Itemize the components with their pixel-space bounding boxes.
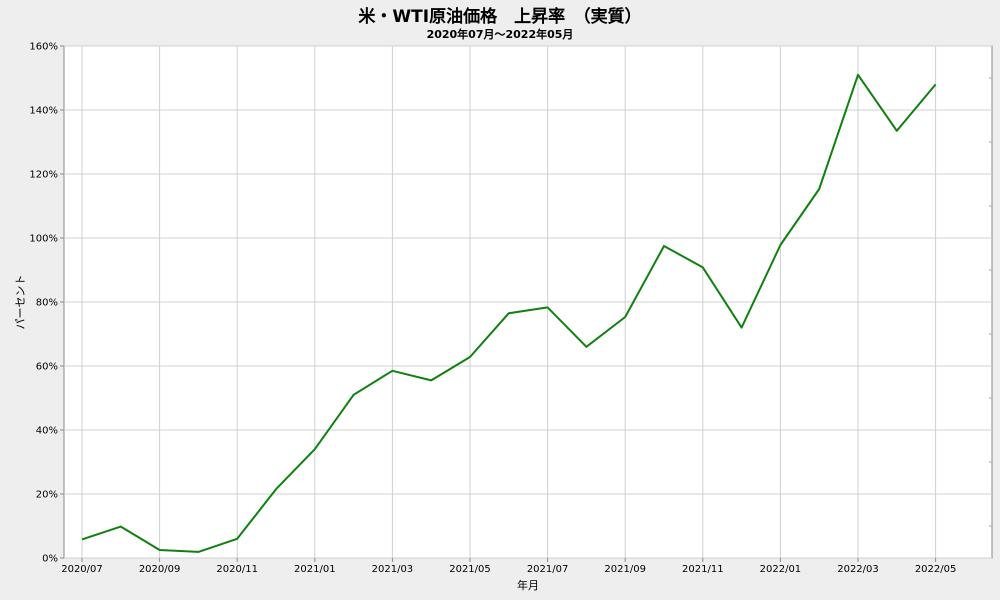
- x-tick-label: 2022/03: [837, 564, 879, 575]
- x-tick-label: 2022/05: [915, 564, 957, 575]
- y-tick-label: 80%: [36, 298, 58, 309]
- x-tick-label: 2021/05: [449, 564, 491, 575]
- x-tick-label: 2021/09: [604, 564, 646, 575]
- x-tick-label: 2020/09: [139, 564, 181, 575]
- x-tick-label: 2020/11: [216, 564, 258, 575]
- x-tick-label: 2022/01: [760, 564, 802, 575]
- x-axis: 2020/07 2020/09 2020/11 2021/01 2021/03 2021/…: [61, 558, 956, 575]
- x-tick-label: 2021/07: [527, 564, 569, 575]
- x-tick-label: 2021/03: [372, 564, 414, 575]
- series-group: [81, 73, 937, 553]
- x-tick-label: 2020/07: [61, 564, 103, 575]
- series-line: [81, 73, 937, 553]
- chart-subtitle: 2020年07月～2022年05月: [426, 28, 574, 41]
- y-tick-label: 140%: [29, 106, 58, 117]
- y-tick-label: 0%: [42, 554, 58, 565]
- y-axis: 0% 20% 40% 60% 80% 100% 120% 140% 160%: [29, 42, 992, 565]
- x-tick-label: 2021/11: [682, 564, 724, 575]
- y-tick-label: 100%: [29, 234, 58, 245]
- y-tick-label: 40%: [36, 426, 58, 437]
- grid-lines: [64, 45, 992, 559]
- y-tick-label: 120%: [29, 170, 58, 181]
- y-axis-label: パーセント: [14, 275, 27, 330]
- y-tick-label: 20%: [36, 490, 58, 501]
- y-tick-label: 160%: [29, 42, 58, 53]
- y-tick-label: 60%: [36, 362, 58, 373]
- x-tick-label: 2021/01: [294, 564, 336, 575]
- chart-title: 米・WTI原油価格 上昇率 （実質）: [358, 7, 642, 27]
- x-axis-label: 年月: [517, 578, 539, 592]
